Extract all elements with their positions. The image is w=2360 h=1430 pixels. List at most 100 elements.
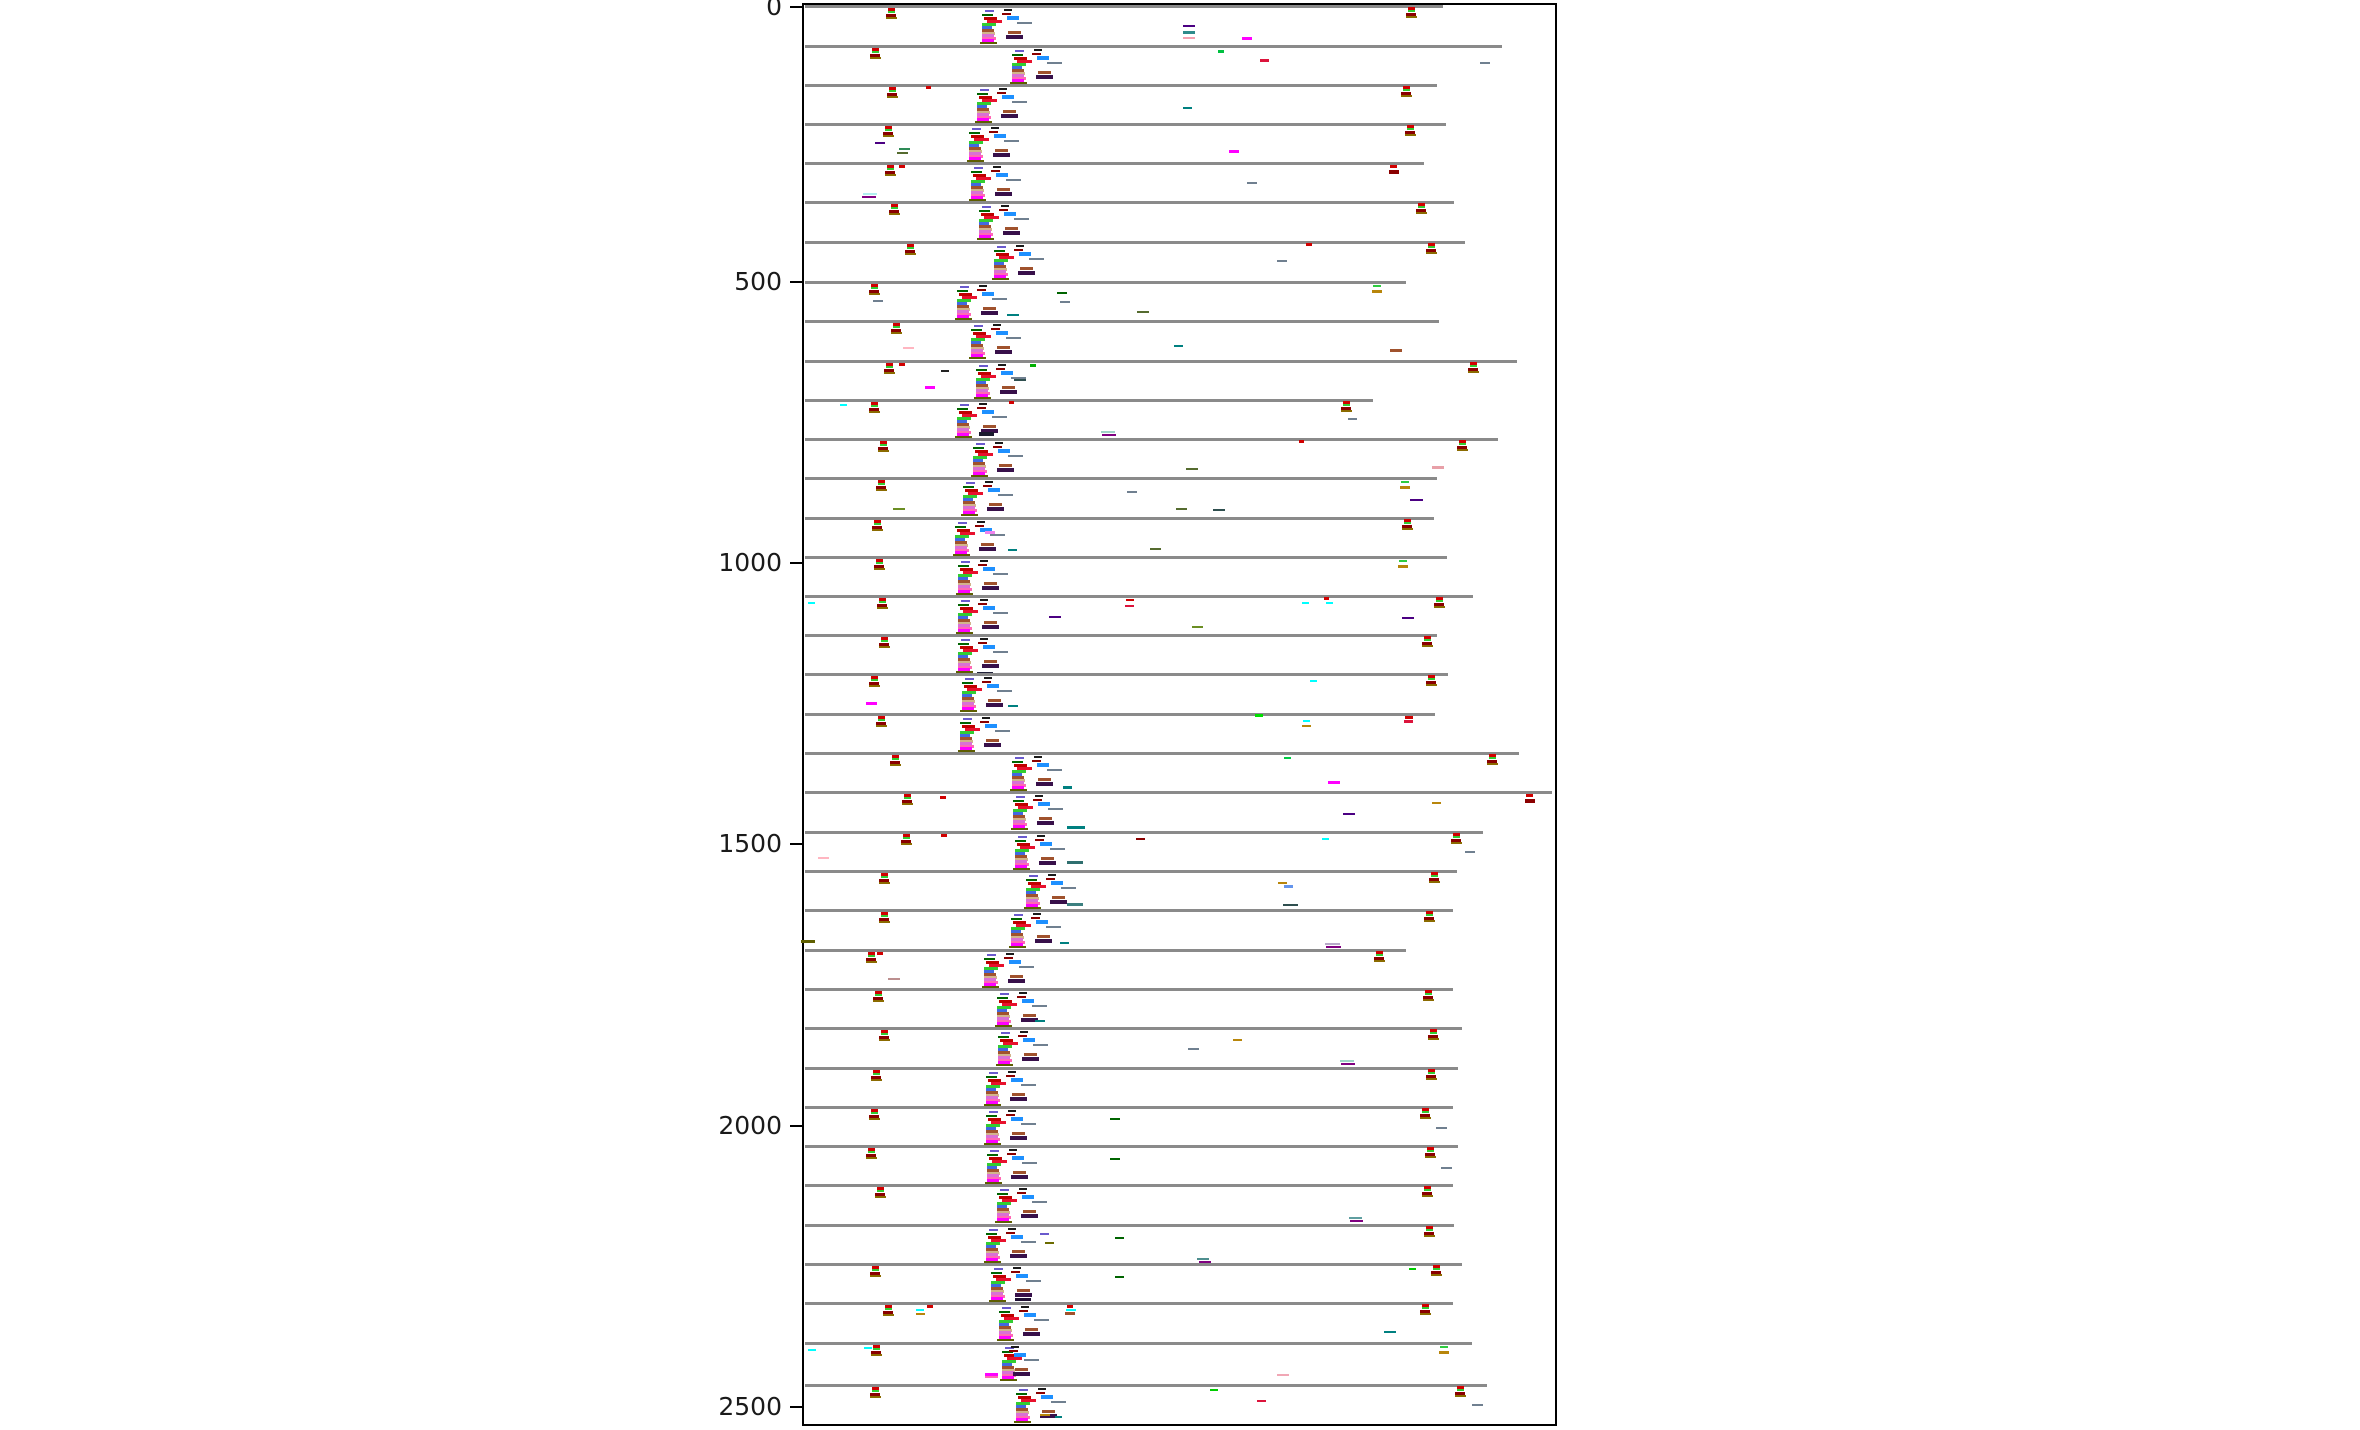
secondary-gene-cluster — [1002, 386, 1015, 389]
right-end-gene-cluster — [1429, 878, 1439, 881]
main-gene-stack — [960, 568, 973, 571]
right-end-gene-cluster — [1426, 914, 1433, 916]
main-gene-stack — [1015, 803, 1028, 806]
scattered-gene-marker — [1015, 1298, 1031, 1301]
left-gene-cluster — [881, 915, 888, 917]
scattered-gene-marker — [1049, 616, 1061, 618]
right-end-gene-cluster — [1439, 1351, 1449, 1354]
secondary-gene-cluster — [980, 721, 989, 723]
secondary-gene-cluster — [1022, 1195, 1034, 1199]
main-gene-stack — [967, 688, 982, 691]
main-gene-stack — [999, 1331, 1011, 1334]
secondary-gene-cluster — [1011, 1175, 1028, 1179]
scattered-gene-marker — [1410, 499, 1423, 501]
left-gene-cluster — [879, 1039, 890, 1041]
main-gene-stack — [955, 541, 967, 544]
secondary-gene-cluster — [996, 331, 1008, 335]
main-gene-stack — [976, 378, 990, 381]
secondary-gene-cluster — [991, 328, 1000, 330]
main-gene-stack — [958, 658, 970, 661]
main-gene-stack — [958, 619, 970, 622]
right-end-gene-cluster — [1489, 757, 1496, 759]
right-end-gene-cluster — [1406, 13, 1416, 16]
main-gene-stack — [960, 286, 969, 288]
main-gene-stack — [986, 1138, 1000, 1141]
main-gene-stack — [987, 1174, 999, 1177]
main-gene-stack — [998, 1059, 1012, 1062]
main-gene-stack — [960, 710, 977, 712]
left-gene-cluster — [868, 952, 875, 955]
secondary-gene-cluster — [997, 468, 1014, 472]
scattered-gene-marker — [1030, 364, 1036, 367]
main-gene-stack — [958, 655, 968, 658]
main-gene-stack — [994, 268, 1007, 271]
right-end-gene-cluster — [1431, 1274, 1442, 1276]
right-end-gene-cluster — [1431, 875, 1438, 877]
main-gene-stack — [971, 189, 984, 192]
main-gene-stack — [980, 42, 997, 44]
genome-track-line — [805, 123, 1446, 126]
left-gene-cluster — [872, 1266, 879, 1269]
left-gene-cluster — [877, 1190, 884, 1192]
secondary-gene-cluster — [1033, 799, 1042, 801]
secondary-gene-cluster — [986, 739, 999, 742]
main-gene-stack — [964, 685, 977, 688]
main-gene-stack — [965, 678, 974, 680]
scattered-gene-marker — [1310, 680, 1317, 682]
left-gene-cluster — [875, 1193, 885, 1196]
left-gene-cluster — [871, 1109, 878, 1112]
secondary-gene-cluster — [1037, 56, 1049, 60]
main-gene-stack — [962, 414, 977, 417]
right-end-gene-cluster — [1424, 1189, 1431, 1191]
right-end-gene-cluster — [1440, 1346, 1448, 1348]
main-gene-stack — [958, 661, 971, 664]
main-gene-stack — [999, 256, 1014, 259]
main-gene-stack — [963, 571, 978, 574]
scattered-gene-marker — [940, 796, 946, 799]
secondary-gene-cluster — [1012, 1250, 1025, 1253]
main-gene-stack — [958, 583, 971, 586]
genome-track-line — [805, 1342, 1472, 1345]
right-end-gene-cluster — [1459, 443, 1466, 445]
left-gene-cluster — [873, 1073, 880, 1075]
right-end-gene-cluster — [1400, 486, 1410, 489]
main-gene-stack — [974, 167, 983, 169]
secondary-gene-cluster — [1008, 31, 1021, 34]
main-gene-stack — [958, 565, 969, 567]
right-end-gene-cluster — [1434, 603, 1444, 606]
main-gene-stack — [958, 616, 968, 619]
left-gene-cluster — [875, 994, 882, 996]
main-gene-stack — [1015, 855, 1027, 858]
scattered-gene-marker — [1197, 1258, 1209, 1260]
main-gene-stack — [969, 147, 981, 150]
secondary-gene-cluster — [985, 481, 993, 483]
right-end-gene-cluster — [1428, 678, 1435, 680]
left-gene-cluster — [876, 559, 883, 562]
main-gene-stack — [969, 132, 980, 134]
main-gene-stack — [959, 293, 972, 296]
main-gene-stack — [993, 1275, 1006, 1278]
left-gene-cluster — [878, 480, 885, 483]
secondary-gene-cluster — [1040, 842, 1052, 846]
main-gene-stack — [1010, 789, 1027, 791]
main-gene-stack — [989, 1300, 1006, 1302]
secondary-gene-cluster — [1021, 1123, 1036, 1125]
main-gene-stack — [1015, 50, 1024, 52]
main-gene-stack — [955, 544, 968, 547]
main-gene-stack — [1014, 764, 1027, 767]
main-gene-stack — [1012, 69, 1024, 72]
main-gene-stack — [971, 349, 983, 352]
secondary-gene-cluster — [1032, 760, 1041, 762]
main-gene-stack — [955, 535, 969, 538]
genome-track-line — [805, 1224, 1454, 1227]
right-end-gene-cluster — [1451, 839, 1461, 842]
secondary-gene-cluster — [1041, 1395, 1053, 1399]
main-gene-stack — [991, 1121, 1006, 1124]
left-gene-cluster — [876, 489, 887, 491]
left-gene-cluster — [874, 520, 881, 523]
main-gene-stack — [977, 118, 989, 121]
left-gene-cluster — [904, 794, 911, 797]
right-end-gene-cluster — [1424, 920, 1435, 922]
scattered-gene-marker — [1277, 260, 1287, 262]
main-gene-stack — [963, 501, 975, 504]
